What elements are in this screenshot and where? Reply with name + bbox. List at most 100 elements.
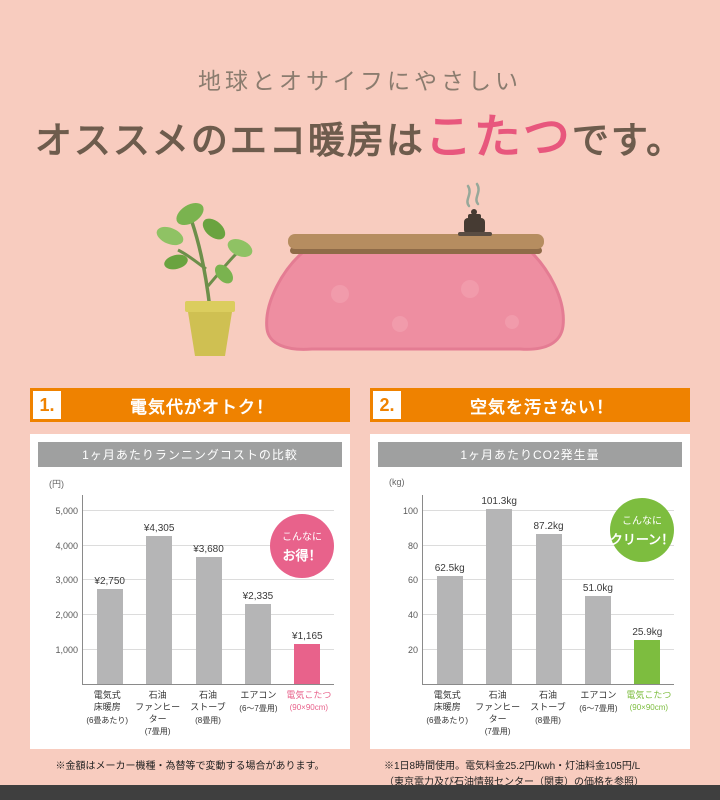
bar-column: ¥2,335	[233, 591, 282, 685]
bar-value-label: ¥3,680	[193, 544, 224, 556]
bar-value-label: 62.5kg	[434, 563, 465, 575]
category-labels: 電気式 床暖房 (6畳あたり) 石油 ファンヒーター (7畳用) 石油 ストーブ…	[422, 690, 674, 737]
category-name: 石油 ファンヒーター	[475, 690, 521, 724]
footer-bar	[0, 785, 720, 800]
y-tick-label: 60	[407, 575, 418, 586]
category-note: (7畳用)	[484, 727, 511, 737]
category-note: (6〜7畳用)	[579, 704, 618, 714]
kotatsu-icon	[265, 234, 565, 352]
page-title-post: です。	[571, 121, 686, 162]
bar	[584, 596, 611, 685]
section-label: 電気代がオトク！	[130, 397, 274, 417]
category-note: (6畳あたり)	[86, 715, 129, 725]
category-label: 石油 ファンヒーター (7畳用)	[472, 690, 522, 737]
y-tick-label: 100	[402, 506, 418, 517]
category-label: 石油 ストーブ (8畳用)	[183, 690, 233, 737]
bar	[486, 509, 513, 685]
category-labels: 電気式 床暖房 (6畳あたり) 石油 ファンヒーター (7畳用) 石油 ストーブ…	[82, 690, 334, 737]
bar-value-label: 87.2kg	[533, 520, 564, 532]
page-title: オススメのエコ暖房はこたつです。	[0, 110, 720, 166]
section-label: 空気を汚さない！	[470, 397, 614, 417]
chart-panel-running-cost: 1ヶ月あたりランニングコストの比較 (円) 1,000 2,000 3,000 …	[30, 434, 350, 750]
bars-group: 62.5kg 101.3kg 87.2kg 51.0kg	[423, 495, 674, 685]
gridline	[83, 545, 334, 547]
category-name: 電気こたつ	[286, 690, 332, 701]
bar-column: ¥2,750	[85, 576, 134, 685]
category-label: エアコン (6〜7畳用)	[573, 690, 623, 737]
bar	[294, 644, 321, 685]
category-note: (6〜7畳用)	[239, 704, 278, 714]
category-name: 電気こたつ	[626, 690, 672, 701]
savings-bubble: こんなに お得！	[270, 514, 334, 579]
y-tick-label: 2,000	[55, 610, 78, 621]
category-name: エアコン	[240, 690, 277, 701]
bar-column: ¥3,680	[184, 544, 233, 685]
gridline	[423, 510, 674, 512]
page-subtitle: 地球とオサイフにやさしい	[198, 69, 522, 94]
bar-value-label: ¥1,165	[292, 631, 323, 643]
bar-column: 62.5kg	[425, 563, 474, 685]
category-label: 電気こたつ (90×90cm)	[284, 690, 334, 737]
y-tick-label: 40	[407, 610, 418, 621]
category-name: 石油 ファンヒーター	[135, 690, 181, 724]
bar-value-label: 25.9kg	[632, 626, 663, 638]
category-note: (8畳用)	[535, 715, 561, 725]
category-label: 電気式 床暖房 (6畳あたり)	[422, 690, 472, 737]
content-columns: 1. 電気代がオトク！ 1ヶ月あたりランニングコストの比較 (円) 1,000 …	[30, 388, 690, 790]
bar-value-label: 101.3kg	[481, 496, 517, 508]
category-name: 石油 ストーブ	[190, 690, 226, 713]
bar-column: 101.3kg	[474, 496, 523, 685]
category-note: (7畳用)	[144, 727, 171, 737]
category-label: 電気式 床暖房 (6畳あたり)	[82, 690, 132, 737]
bar	[535, 533, 562, 685]
category-note: (6畳あたり)	[426, 715, 469, 725]
category-name: 電気式 床暖房	[433, 690, 461, 713]
page-title-highlight: こたつ	[424, 112, 572, 164]
bar-column: 25.9kg	[623, 627, 672, 685]
bar-value-label: ¥2,750	[94, 576, 125, 588]
bubble-line2: クリーン！	[609, 532, 675, 548]
category-note: (8畳用)	[195, 715, 221, 725]
category-name: 電気式 床暖房	[93, 690, 121, 713]
bar-value-label: 51.0kg	[582, 583, 613, 595]
bar-column: 51.0kg	[573, 583, 622, 685]
category-label: エアコン (6〜7畳用)	[233, 690, 283, 737]
y-axis-unit: (kg)	[389, 477, 405, 488]
clean-bubble: こんなに クリーン！	[609, 498, 675, 563]
category-label: 石油 ストーブ (8畳用)	[523, 690, 573, 737]
bubble-line2: お得！	[282, 548, 322, 564]
chart-title: 1ヶ月あたりランニングコストの比較	[38, 442, 342, 468]
page-title-pre: オススメのエコ暖房は	[34, 121, 425, 162]
bar	[146, 535, 173, 685]
category-label: 電気こたつ (90×90cm)	[624, 690, 674, 737]
bar-column: ¥4,305	[134, 523, 183, 685]
bar-chart-co2: (kg) 20 40 60 80 100 62.5kg 101.3kg	[389, 477, 674, 686]
bar	[96, 589, 123, 685]
chart-panel-co2: 1ヶ月あたりCO2発生量 (kg) 20 40 60 80 100 62.5kg	[370, 434, 690, 750]
y-tick-label: 20	[407, 645, 418, 656]
bar-value-label: ¥2,335	[242, 590, 274, 602]
section-banner-1: 1. 電気代がオトク！	[30, 388, 350, 423]
bar	[195, 557, 222, 685]
kotatsu-scene-icon	[156, 183, 565, 357]
plant-icon	[156, 203, 253, 357]
chart-title: 1ヶ月あたりCO2発生量	[378, 442, 682, 468]
bar-value-label: ¥4,305	[143, 522, 175, 534]
category-note: (90×90cm)	[289, 703, 329, 713]
bubble-line1: こんなに	[622, 516, 662, 528]
section-banner-2: 2. 空気を汚さない！	[370, 388, 690, 423]
column-co2: 2. 空気を汚さない！ 1ヶ月あたりCO2発生量 (kg) 20 40 60 8…	[370, 388, 690, 790]
bubble-line1: こんなに	[282, 532, 322, 544]
y-tick-label: 5,000	[55, 506, 78, 517]
y-tick-label: 3,000	[55, 575, 78, 586]
section-number-badge: 2.	[373, 391, 401, 420]
category-name: エアコン	[580, 690, 617, 701]
category-name: 石油 ストーブ	[530, 690, 566, 713]
gridline	[83, 510, 334, 512]
y-tick-label: 1,000	[55, 645, 78, 656]
bars-group: ¥2,750 ¥4,305 ¥3,680 ¥2,335	[83, 495, 334, 685]
category-label: 石油 ファンヒーター (7畳用)	[132, 690, 182, 737]
bar-column: ¥1,165	[283, 631, 332, 685]
kotatsu-illustration	[0, 174, 720, 372]
section-number-badge: 1.	[33, 391, 61, 420]
